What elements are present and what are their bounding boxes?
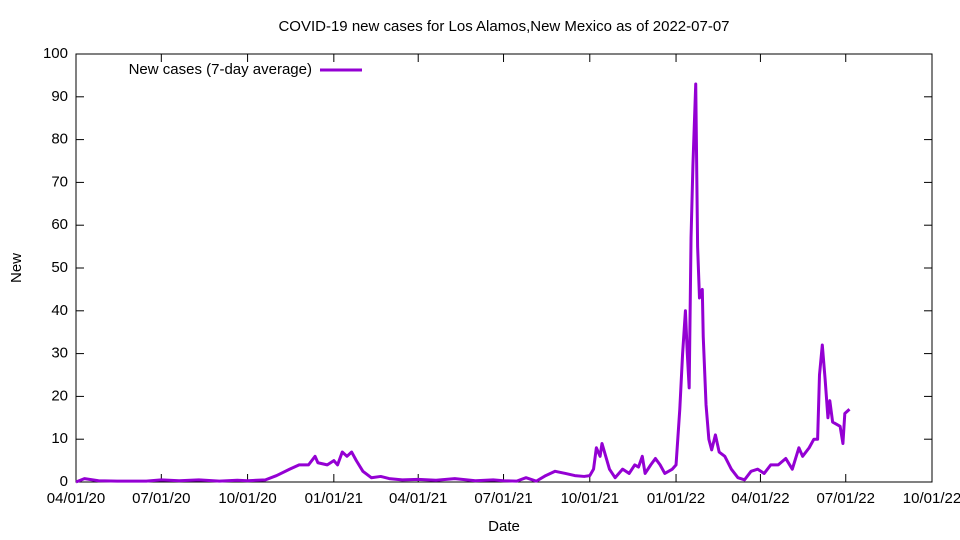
x-tick-label: 10/01/20: [218, 490, 276, 507]
y-tick-label: 30: [51, 345, 68, 362]
x-tick-label: 04/01/21: [389, 490, 447, 507]
y-tick-label: 100: [43, 45, 68, 62]
y-tick-label: 10: [51, 430, 68, 447]
x-tick-label: 07/01/21: [474, 490, 532, 507]
x-tick-label: 01/01/21: [305, 490, 363, 507]
y-tick-label: 40: [51, 302, 68, 319]
x-tick-label: 01/01/22: [647, 490, 705, 507]
data-line: [75, 82, 851, 484]
plot-frame: [75, 53, 933, 483]
y-tick-label: 80: [51, 131, 68, 148]
chart-title: COVID-19 new cases for Los Alamos,New Me…: [278, 18, 729, 35]
x-tick-label: 07/01/20: [132, 490, 190, 507]
y-tick-label: 50: [51, 259, 68, 276]
x-axis-label: Date: [488, 518, 520, 535]
y-tick-label: 90: [51, 88, 68, 105]
x-tick-label: 04/01/20: [47, 490, 105, 507]
legend-label: New cases (7-day average): [129, 61, 312, 78]
y-tick-label: 20: [51, 387, 68, 404]
x-tick-label: 07/01/22: [817, 490, 875, 507]
x-tick-label: 04/01/22: [731, 490, 789, 507]
y-tick-label: 0: [60, 473, 68, 490]
x-tick-label: 10/01/22: [903, 490, 960, 507]
y-tick-label: 70: [51, 173, 68, 190]
x-tick-label: 10/01/21: [561, 490, 619, 507]
y-axis-label: New: [8, 253, 25, 283]
y-tick-label: 60: [51, 216, 68, 233]
